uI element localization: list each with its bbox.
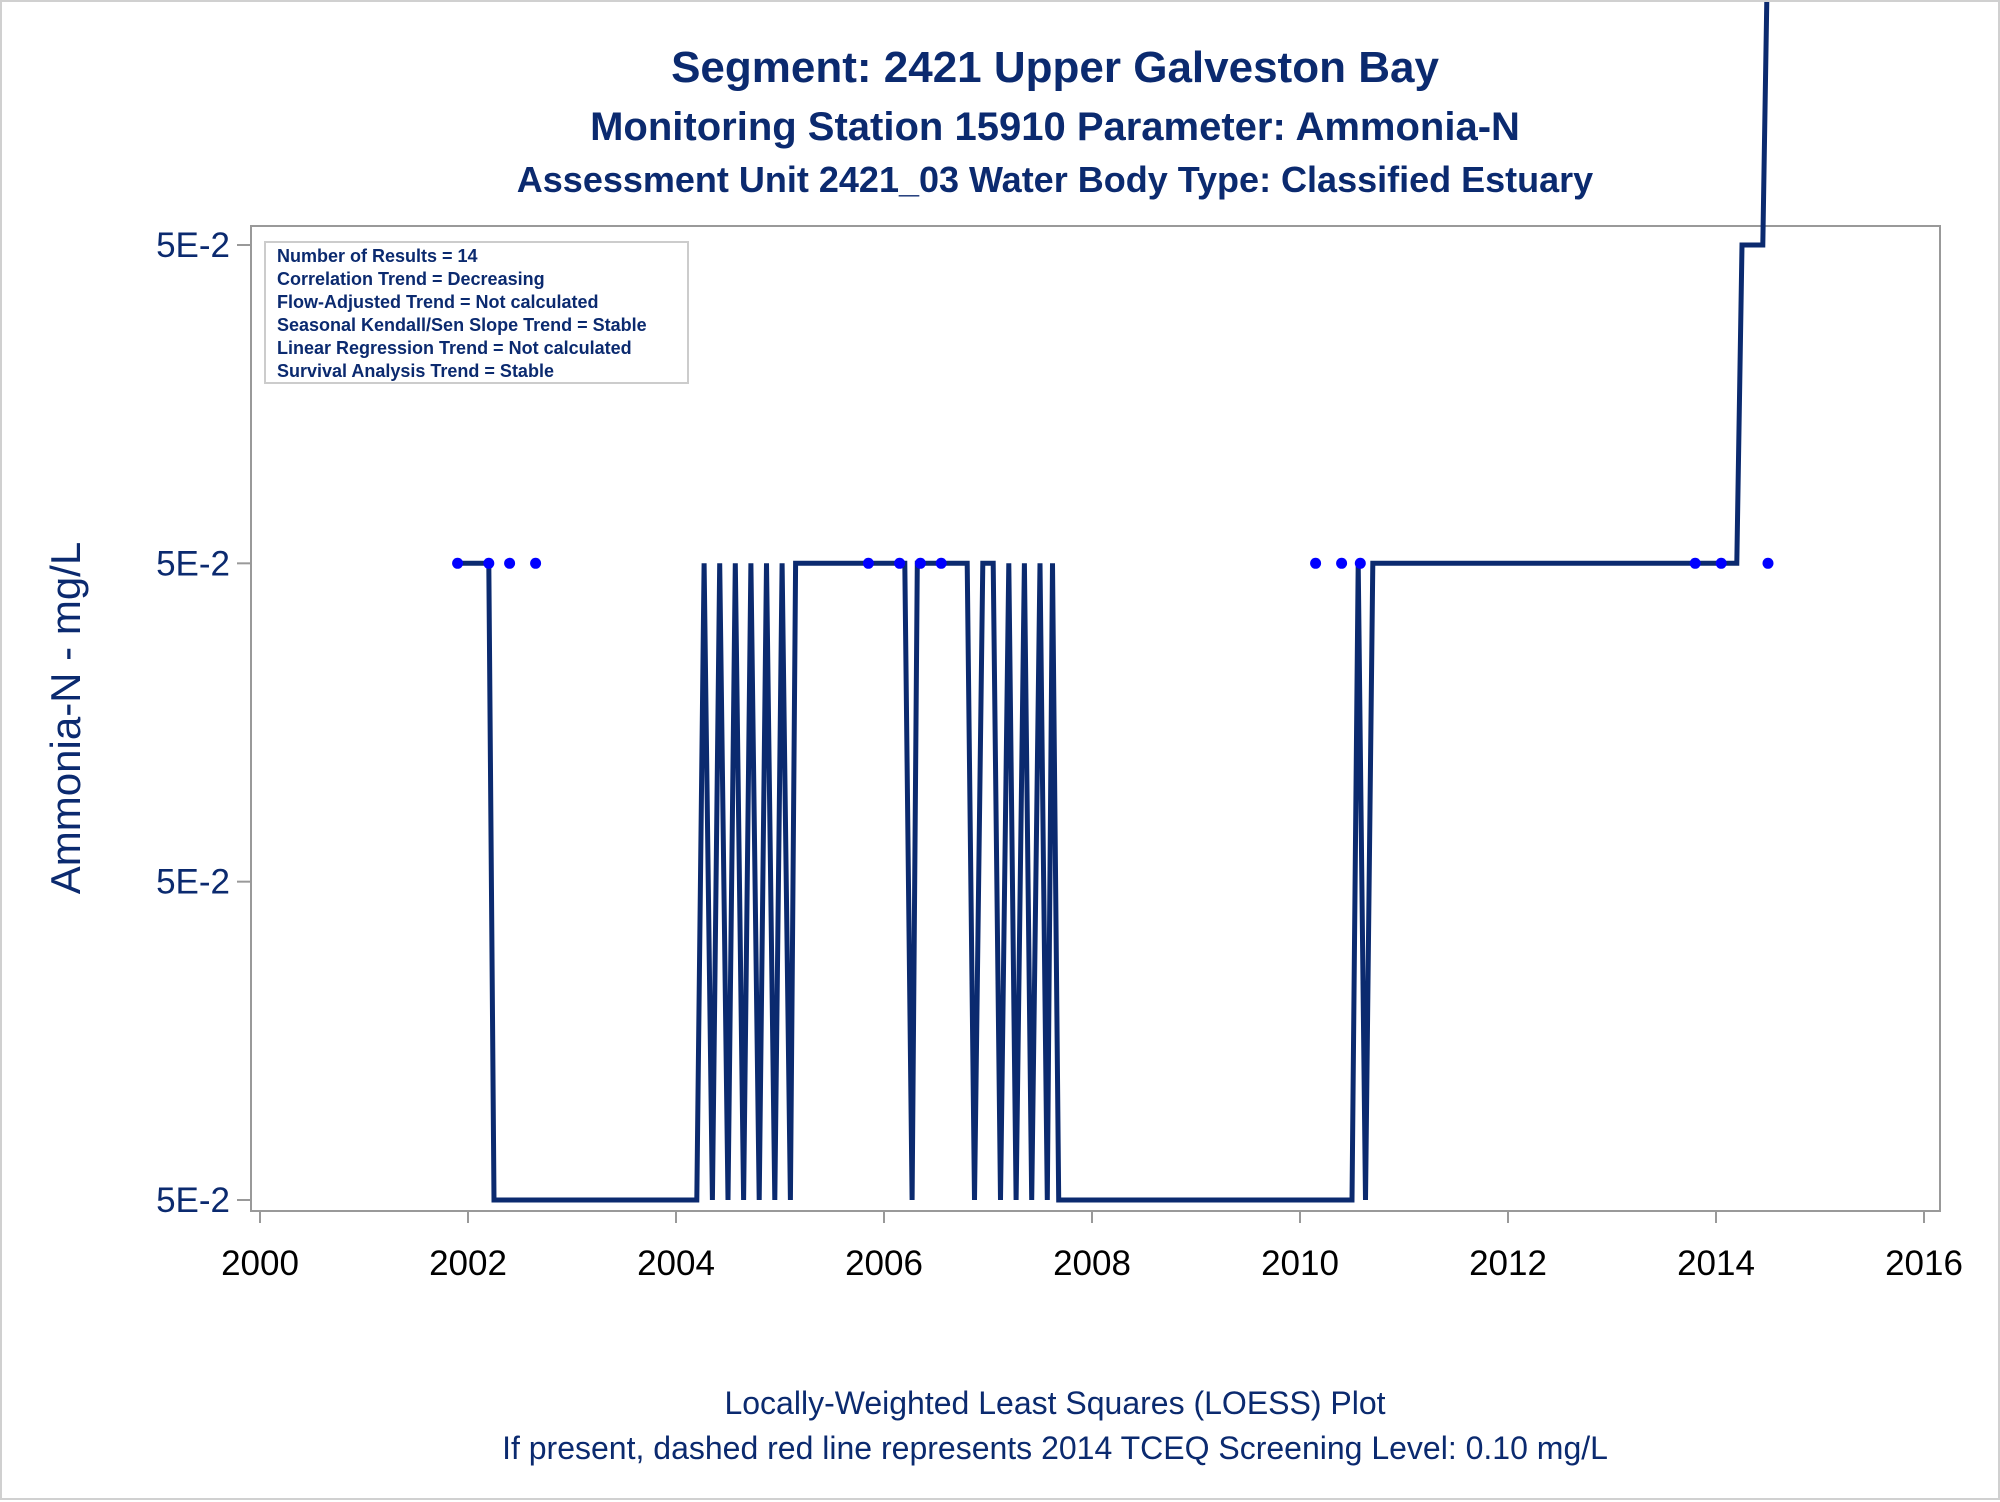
data-point xyxy=(452,557,464,569)
y-tick-label: 5E-2 xyxy=(156,1181,230,1220)
data-point xyxy=(862,557,874,569)
chart-subtitle: Monitoring Station 15910 Parameter: Ammo… xyxy=(590,105,1520,149)
y-tick-label: 5E-2 xyxy=(156,863,230,902)
data-point xyxy=(1715,557,1727,569)
stat-line: Correlation Trend = Decreasing xyxy=(277,269,545,289)
data-point xyxy=(1310,557,1322,569)
x-tick-label: 2010 xyxy=(1261,1244,1339,1283)
y-tick-label: 5E-2 xyxy=(156,544,230,583)
y-tick-label: 5E-2 xyxy=(156,226,230,265)
stat-line: Survival Analysis Trend = Stable xyxy=(277,361,554,381)
stat-line: Flow-Adjusted Trend = Not calculated xyxy=(277,292,599,312)
data-point xyxy=(1336,557,1348,569)
plot-area xyxy=(250,225,1941,1212)
data-point xyxy=(530,557,542,569)
chart-subtitle-2: Assessment Unit 2421_03 Water Body Type:… xyxy=(517,159,1593,200)
data-point xyxy=(935,557,947,569)
x-tick-label: 2004 xyxy=(637,1244,715,1283)
data-point xyxy=(1354,557,1366,569)
chart-title: Segment: 2421 Upper Galveston Bay xyxy=(671,43,1439,92)
y-axis-label: Ammonia-N - mg/L xyxy=(42,542,89,894)
data-point xyxy=(914,557,926,569)
y-axis: 5E-2 5E-2 5E-2 5E-2 xyxy=(156,226,251,1220)
data-point xyxy=(1689,557,1701,569)
data-point xyxy=(504,557,516,569)
stat-line: Number of Results = 14 xyxy=(277,246,478,266)
stat-line: Seasonal Kendall/Sen Slope Trend = Stabl… xyxy=(277,315,647,335)
x-tick-label: 2014 xyxy=(1677,1244,1755,1283)
x-tick-label: 2016 xyxy=(1885,1244,1963,1283)
x-tick-label: 2000 xyxy=(221,1244,299,1283)
x-tick-label: 2002 xyxy=(429,1244,507,1283)
series-layer xyxy=(452,2,1774,1203)
footnote-1: Locally-Weighted Least Squares (LOESS) P… xyxy=(724,1385,1385,1421)
footnote-2: If present, dashed red line represents 2… xyxy=(502,1430,1608,1466)
data-point xyxy=(483,557,495,569)
x-tick-label: 2008 xyxy=(1053,1244,1131,1283)
stat-line: Linear Regression Trend = Not calculated xyxy=(277,338,632,358)
x-tick-label: 2012 xyxy=(1469,1244,1547,1283)
data-point xyxy=(1762,557,1774,569)
stats-box: Number of Results = 14 Correlation Trend… xyxy=(264,241,689,384)
x-axis: 2000 2002 2004 2006 2008 2010 2012 2014 2016 xyxy=(221,1211,1963,1283)
stats-box-border xyxy=(264,241,689,384)
data-point xyxy=(894,557,906,569)
x-tick-label: 2006 xyxy=(845,1244,923,1283)
